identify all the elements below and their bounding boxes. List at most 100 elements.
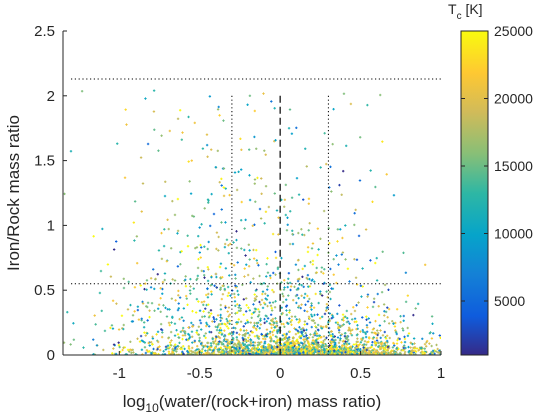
data-point <box>316 253 319 257</box>
data-point <box>439 336 441 340</box>
data-point <box>102 348 105 352</box>
data-point <box>355 340 358 344</box>
data-point <box>274 250 277 254</box>
data-point <box>315 338 319 341</box>
data-point <box>181 337 184 341</box>
data-point <box>383 348 387 351</box>
data-point <box>250 316 253 320</box>
data-point <box>371 349 375 352</box>
data-point <box>191 346 194 350</box>
data-point <box>202 273 206 277</box>
data-point <box>319 166 322 169</box>
data-point <box>244 338 247 341</box>
data-point <box>305 328 308 332</box>
data-point <box>246 351 249 354</box>
data-point <box>294 315 297 318</box>
data-point <box>299 336 303 340</box>
data-point <box>334 345 337 349</box>
data-point <box>179 347 182 350</box>
data-point <box>182 319 185 322</box>
data-point <box>228 319 231 323</box>
data-point <box>364 335 368 339</box>
data-point <box>317 248 320 251</box>
data-point <box>126 308 130 311</box>
data-point <box>392 194 396 197</box>
data-point <box>264 292 267 295</box>
data-point <box>281 350 284 353</box>
data-point <box>258 310 261 314</box>
data-point <box>290 315 294 318</box>
data-point <box>412 313 415 317</box>
data-point <box>412 337 416 340</box>
data-point <box>331 287 335 290</box>
data-point <box>380 351 383 354</box>
data-point <box>375 336 379 340</box>
data-point <box>268 322 272 325</box>
data-point <box>409 342 413 345</box>
data-point <box>425 345 428 348</box>
data-point <box>317 350 321 353</box>
data-point <box>216 349 220 353</box>
data-point <box>306 339 309 342</box>
y-tick-label: 0.5 <box>34 282 55 299</box>
colorbar-title: Tc [K] <box>448 1 483 22</box>
data-point <box>326 295 329 299</box>
data-point <box>284 298 288 301</box>
data-point <box>239 219 243 222</box>
data-point <box>195 348 199 351</box>
data-point <box>376 333 379 337</box>
data-point <box>371 337 375 340</box>
data-point <box>170 297 174 300</box>
data-point <box>354 350 357 353</box>
data-point <box>397 347 400 351</box>
data-point <box>207 347 210 350</box>
data-point <box>267 343 270 346</box>
data-point <box>138 340 142 343</box>
data-point <box>425 339 429 343</box>
data-point <box>372 347 376 351</box>
data-point <box>324 338 327 341</box>
data-point <box>226 310 229 313</box>
data-point <box>207 325 211 328</box>
data-point <box>335 281 338 285</box>
data-point <box>352 343 356 346</box>
data-point <box>381 140 384 143</box>
scatter-points <box>63 89 441 355</box>
data-point <box>127 280 130 284</box>
data-point <box>283 325 286 329</box>
y-tick-label: 2 <box>47 88 55 105</box>
data-point <box>212 340 215 343</box>
data-point <box>331 316 335 319</box>
data-point <box>374 261 377 265</box>
data-point <box>266 349 270 353</box>
data-point <box>257 348 260 352</box>
data-point <box>219 329 223 332</box>
data-point <box>388 336 391 340</box>
data-point <box>204 307 207 310</box>
data-point <box>184 285 188 288</box>
data-point <box>377 345 380 349</box>
data-point <box>225 317 228 321</box>
data-point <box>160 335 164 339</box>
data-point <box>235 331 239 335</box>
data-point <box>251 351 255 354</box>
data-point <box>285 309 288 312</box>
data-point <box>235 238 238 242</box>
x-tick-label: 1 <box>437 365 445 382</box>
data-point <box>210 312 213 315</box>
data-point <box>299 306 302 310</box>
data-point <box>215 343 219 346</box>
data-point <box>244 310 248 313</box>
data-point <box>365 351 369 355</box>
data-point <box>435 343 438 347</box>
data-point <box>306 300 310 303</box>
data-point <box>197 234 200 238</box>
data-point <box>415 347 419 350</box>
data-point <box>136 337 139 340</box>
data-point <box>242 325 245 328</box>
data-point <box>423 342 427 346</box>
data-point <box>313 321 317 325</box>
data-point <box>222 339 226 343</box>
data-point <box>313 347 316 350</box>
data-point <box>403 344 406 347</box>
